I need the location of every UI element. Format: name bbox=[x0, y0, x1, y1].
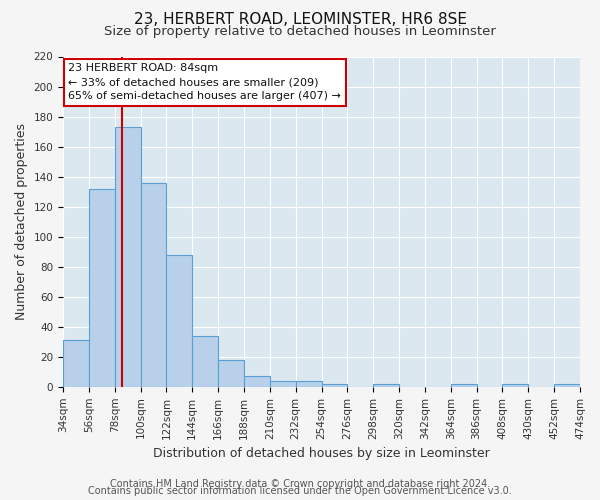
Bar bbox=[451, 384, 476, 387]
Y-axis label: Number of detached properties: Number of detached properties bbox=[15, 123, 28, 320]
Bar bbox=[270, 381, 296, 387]
Bar bbox=[218, 360, 244, 387]
Bar bbox=[115, 127, 140, 387]
Bar bbox=[140, 182, 166, 387]
Bar bbox=[373, 384, 399, 387]
Text: Contains HM Land Registry data © Crown copyright and database right 2024.: Contains HM Land Registry data © Crown c… bbox=[110, 479, 490, 489]
Text: 23 HERBERT ROAD: 84sqm
← 33% of detached houses are smaller (209)
65% of semi-de: 23 HERBERT ROAD: 84sqm ← 33% of detached… bbox=[68, 63, 341, 101]
Text: Size of property relative to detached houses in Leominster: Size of property relative to detached ho… bbox=[104, 25, 496, 38]
Text: 23, HERBERT ROAD, LEOMINSTER, HR6 8SE: 23, HERBERT ROAD, LEOMINSTER, HR6 8SE bbox=[133, 12, 467, 28]
Bar bbox=[89, 188, 115, 387]
Text: Contains public sector information licensed under the Open Government Licence v3: Contains public sector information licen… bbox=[88, 486, 512, 496]
Bar bbox=[63, 340, 89, 387]
X-axis label: Distribution of detached houses by size in Leominster: Distribution of detached houses by size … bbox=[153, 447, 490, 460]
Bar bbox=[322, 384, 347, 387]
Bar bbox=[554, 384, 580, 387]
Bar bbox=[244, 376, 270, 387]
Bar bbox=[166, 254, 192, 387]
Bar bbox=[192, 336, 218, 387]
Bar bbox=[502, 384, 529, 387]
Bar bbox=[296, 381, 322, 387]
